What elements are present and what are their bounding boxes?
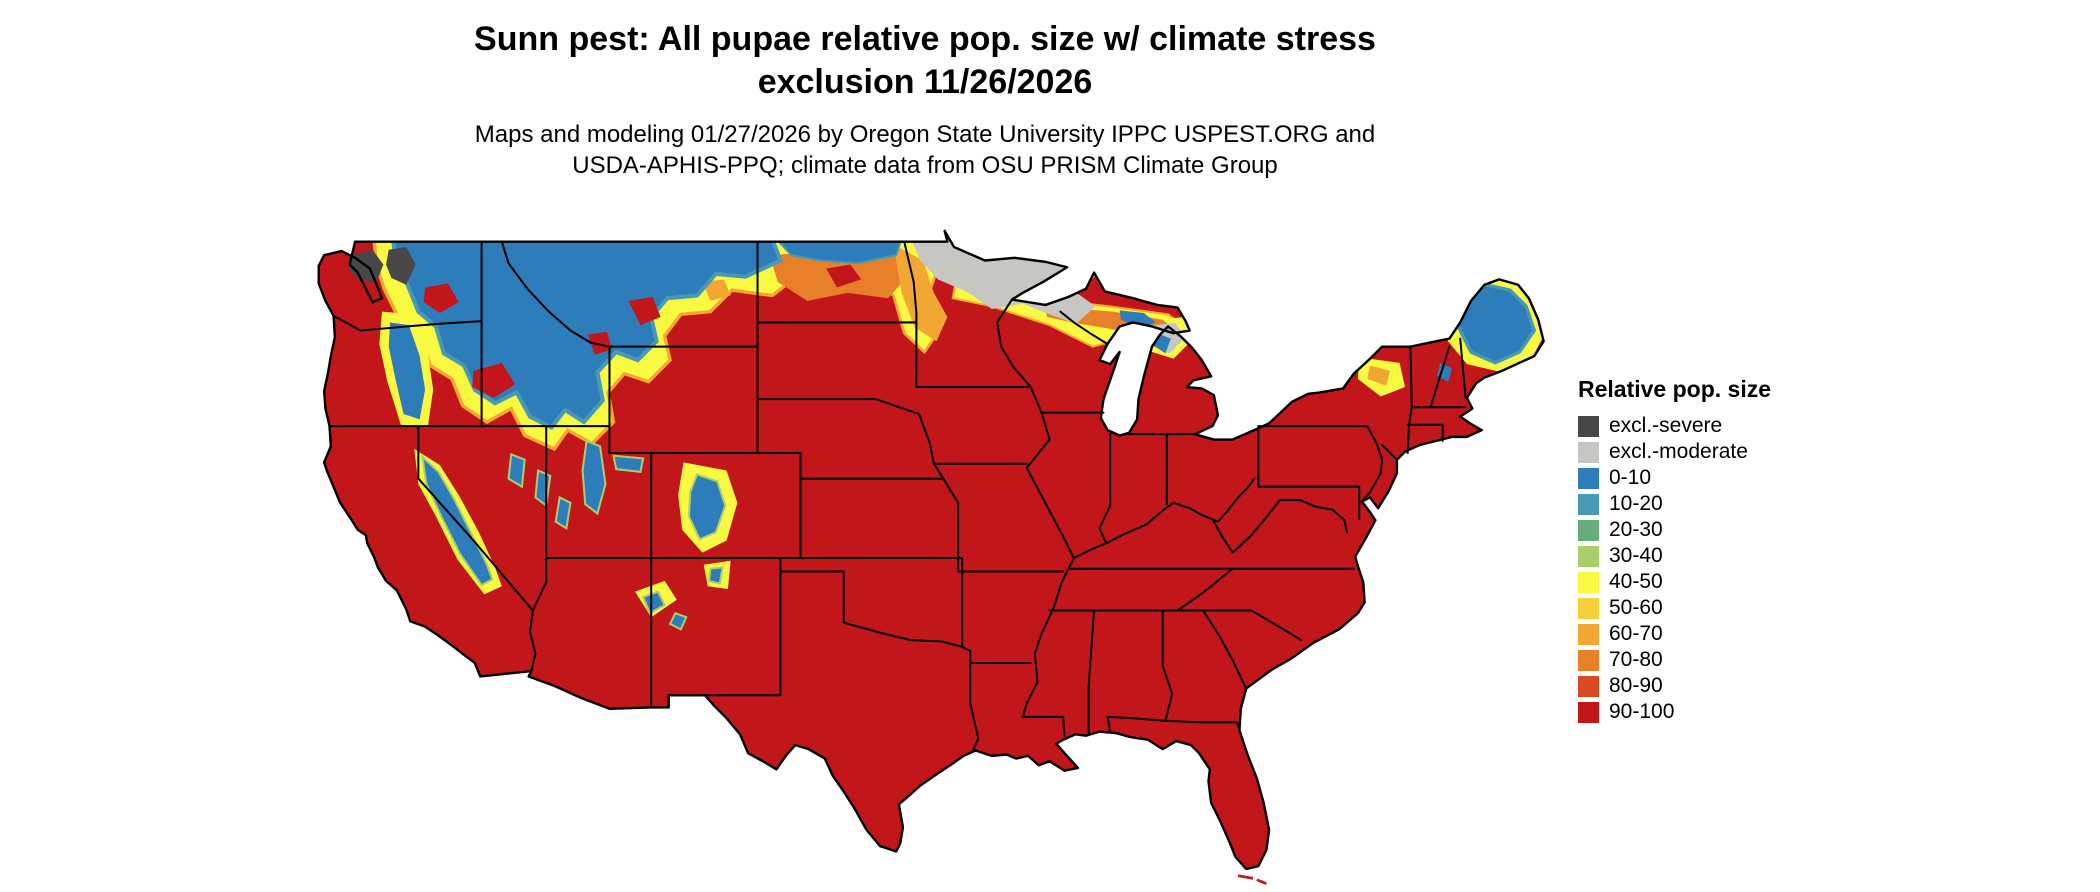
legend-item: 30-40 [1578, 543, 1771, 569]
legend-swatch [1578, 415, 1599, 437]
region-blue-utah-ranges [581, 439, 645, 516]
legend-label: 10-20 [1609, 492, 1663, 515]
legend-swatch [1578, 571, 1599, 593]
region-excl-severe-washington [348, 247, 416, 285]
legend-label: excl.-moderate [1609, 440, 1748, 463]
legend-title: Relative pop. size [1578, 376, 1772, 402]
legend-label: 80-90 [1609, 674, 1663, 697]
legend-label: 70-80 [1609, 648, 1663, 671]
legend-item: 0-10 [1578, 465, 1771, 491]
legend-item: excl.-severe [1578, 413, 1771, 439]
legend-label: 0-10 [1609, 466, 1652, 489]
region-blue-oregon-cascades [388, 322, 426, 420]
legend-label: 50-60 [1609, 596, 1663, 619]
legend-item: excl.-moderate [1578, 439, 1771, 465]
legend-item: 70-80 [1578, 647, 1771, 673]
map-header: Sunn pest: All pupae relative pop. size … [300, 18, 1550, 181]
map-subtitle-line2: USDA-APHIS-PPQ; climate data from OSU PR… [572, 152, 1278, 180]
legend-item: 80-90 [1578, 673, 1771, 699]
legend-swatch [1578, 597, 1599, 619]
florida-keys [1237, 874, 1267, 885]
legend-swatch [1578, 545, 1599, 567]
region-blue-maine [1451, 283, 1537, 365]
region-orange-minnesota-ring [893, 244, 948, 342]
legend-label: 90-100 [1609, 700, 1675, 723]
state-borders [328, 240, 1467, 752]
legend-item: 40-50 [1578, 569, 1771, 595]
map-subtitle-line1: Maps and modeling 01/27/2026 by Oregon S… [474, 121, 1376, 148]
legend-item: 10-20 [1578, 491, 1771, 517]
region-blue-upper-peninsula-specks [1119, 310, 1156, 328]
legend-item: 90-100 [1578, 699, 1771, 725]
legend-swatch [1578, 649, 1599, 671]
legend-swatch [1578, 467, 1599, 489]
legend-label: excl.-severe [1609, 414, 1723, 437]
legend-item: 50-60 [1578, 595, 1771, 621]
map-subtitle: Maps and modeling 01/27/2026 by Oregon S… [300, 119, 1550, 181]
region-red-valley-specks [423, 283, 661, 398]
region-blue-arizona-newmexico-specks [641, 566, 724, 631]
legend-item: 20-30 [1578, 517, 1771, 543]
legend-swatch [1578, 623, 1599, 645]
legend-label: 60-70 [1609, 622, 1663, 645]
map-title-line2: exclusion 11/26/2026 [757, 62, 1093, 101]
legend-item: 60-70 [1578, 621, 1771, 647]
legend-label: 40-50 [1609, 570, 1663, 593]
us-map-svg [317, 229, 1545, 885]
legend-swatch [1578, 675, 1599, 697]
map-title-line1: Sunn pest: All pupae relative pop. size … [474, 20, 1376, 58]
region-blue-white-mountains [1437, 362, 1453, 382]
legend-label: 20-30 [1609, 518, 1663, 541]
legend-swatch [1578, 701, 1599, 723]
region-blue-colorado-rockies [687, 473, 727, 541]
legend: Relative pop. size excl.-severe excl.-mo… [1578, 376, 1771, 725]
legend-label: 30-40 [1609, 544, 1663, 567]
map-title: Sunn pest: All pupae relative pop. size … [300, 18, 1550, 103]
region-red-speck-dakota [826, 264, 862, 288]
legend-swatch [1578, 493, 1599, 515]
us-map [312, 228, 1545, 888]
legend-swatch [1578, 441, 1599, 463]
legend-swatch [1578, 519, 1599, 541]
population-regions [318, 230, 1544, 869]
